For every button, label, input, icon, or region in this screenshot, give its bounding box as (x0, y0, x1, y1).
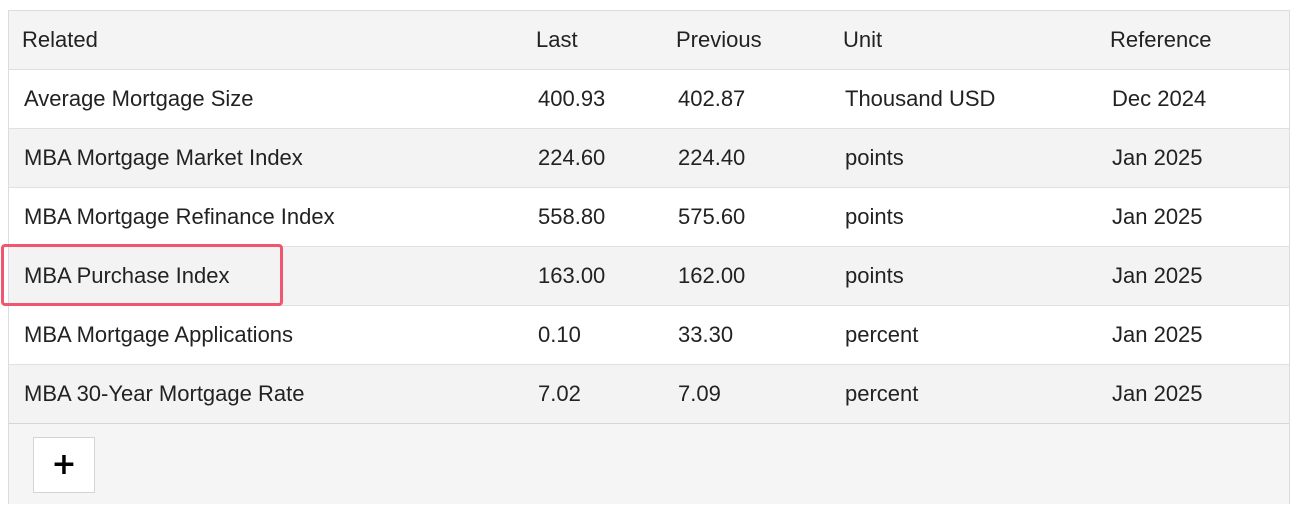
related-indicators-panel: Related Last Previous Unit Reference Ave… (8, 10, 1290, 504)
table-row[interactable]: Average Mortgage Size 400.93 402.87 Thou… (9, 69, 1289, 129)
header-previous[interactable]: Previous (663, 11, 830, 70)
cell-previous: 402.87 (663, 69, 830, 129)
table-row[interactable]: MBA Mortgage Market Index 224.60 224.40 … (9, 128, 1289, 188)
cell-related[interactable]: MBA Mortgage Market Index (9, 128, 523, 188)
cell-related[interactable]: MBA 30-Year Mortgage Rate (9, 364, 523, 424)
cell-previous: 162.00 (663, 246, 830, 306)
cell-previous: 224.40 (663, 128, 830, 188)
table-header-row: Related Last Previous Unit Reference (9, 11, 1289, 70)
related-table: Related Last Previous Unit Reference Ave… (9, 11, 1289, 424)
cell-reference: Jan 2025 (1097, 128, 1289, 188)
cell-reference: Jan 2025 (1097, 305, 1289, 365)
table-footer: + (9, 424, 1289, 504)
cell-last: 224.60 (523, 128, 663, 188)
cell-related[interactable]: MBA Mortgage Applications (9, 305, 523, 365)
cell-unit: points (830, 187, 1097, 247)
cell-related[interactable]: MBA Purchase Index (9, 246, 523, 306)
cell-last: 0.10 (523, 305, 663, 365)
cell-reference: Jan 2025 (1097, 187, 1289, 247)
cell-last: 163.00 (523, 246, 663, 306)
header-related[interactable]: Related (9, 11, 523, 70)
table-row[interactable]: MBA 30-Year Mortgage Rate 7.02 7.09 perc… (9, 364, 1289, 424)
cell-previous: 33.30 (663, 305, 830, 365)
header-last[interactable]: Last (523, 11, 663, 70)
cell-related[interactable]: Average Mortgage Size (9, 69, 523, 129)
cell-last: 7.02 (523, 364, 663, 424)
cell-reference: Dec 2024 (1097, 69, 1289, 129)
header-unit[interactable]: Unit (830, 11, 1097, 70)
cell-reference: Jan 2025 (1097, 364, 1289, 424)
cell-unit: Thousand USD (830, 69, 1097, 129)
cell-previous: 575.60 (663, 187, 830, 247)
cell-reference: Jan 2025 (1097, 246, 1289, 306)
cell-last: 558.80 (523, 187, 663, 247)
add-more-button[interactable]: + (33, 437, 95, 493)
cell-unit: points (830, 246, 1097, 306)
table-row[interactable]: MBA Mortgage Refinance Index 558.80 575.… (9, 187, 1289, 247)
cell-previous: 7.09 (663, 364, 830, 424)
header-reference[interactable]: Reference (1097, 11, 1289, 70)
cell-last: 400.93 (523, 69, 663, 129)
table-row[interactable]: MBA Mortgage Applications 0.10 33.30 per… (9, 305, 1289, 365)
cell-related[interactable]: MBA Mortgage Refinance Index (9, 187, 523, 247)
plus-icon: + (51, 447, 77, 482)
table-row[interactable]: MBA Purchase Index 163.00 162.00 points … (9, 246, 1289, 306)
cell-unit: percent (830, 364, 1097, 424)
cell-unit: percent (830, 305, 1097, 365)
cell-unit: points (830, 128, 1097, 188)
